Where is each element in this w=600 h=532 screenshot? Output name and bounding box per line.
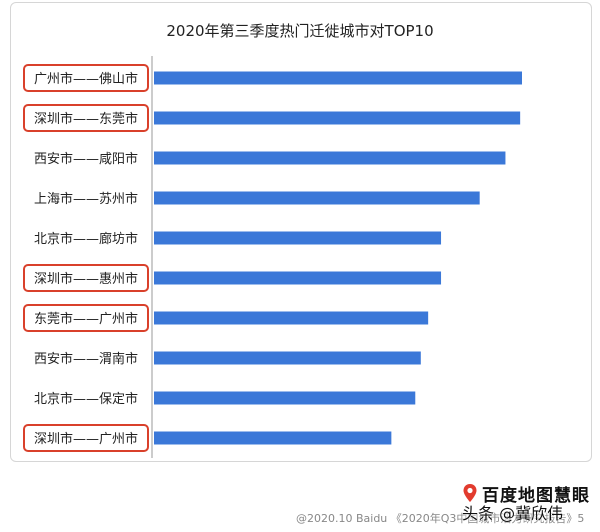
bar-5 — [154, 231, 442, 245]
bar-3 — [154, 151, 506, 165]
highlight-box-7 — [23, 304, 149, 332]
category-label-3: 西安市——咸阳市 — [34, 151, 138, 167]
baidu-logo: 百度地图慧眼 — [462, 480, 590, 506]
category-label-7: 东莞市——广州市 — [34, 311, 138, 327]
highlight-box-1 — [23, 64, 149, 92]
brand-name: 百度地图慧眼 — [482, 485, 590, 506]
highlight-box-2 — [23, 104, 149, 132]
bar-9 — [154, 391, 416, 405]
category-label-8: 西安市——渭南市 — [34, 351, 138, 367]
bar-10 — [154, 431, 392, 445]
category-label-2: 深圳市——东莞市 — [34, 111, 138, 127]
map-pin-icon — [463, 484, 477, 502]
bar-4 — [154, 191, 480, 205]
category-label-1: 广州市——佛山市 — [34, 71, 138, 87]
highlight-box-6 — [23, 264, 149, 292]
highlight-box-10 — [23, 424, 149, 452]
bar-2 — [154, 111, 521, 125]
watermark: 头条 @冀欣伟 — [462, 504, 564, 523]
bar-1 — [154, 71, 522, 85]
bar-7 — [154, 311, 429, 325]
chart-title: 2020年第三季度热门迁徙城市对TOP10 — [166, 22, 434, 40]
category-label-10: 深圳市——广州市 — [34, 431, 138, 447]
category-label-6: 深圳市——惠州市 — [34, 271, 138, 287]
bar-8 — [154, 351, 421, 365]
category-label-9: 北京市——保定市 — [34, 391, 138, 407]
category-label-5: 北京市——廊坊市 — [34, 231, 138, 247]
category-label-4: 上海市——苏州市 — [34, 191, 138, 207]
source-caption: @2020.10 Baidu 《2020年Q3中国城市活力研究报告》5 — [296, 512, 585, 525]
bar-6 — [154, 271, 442, 285]
